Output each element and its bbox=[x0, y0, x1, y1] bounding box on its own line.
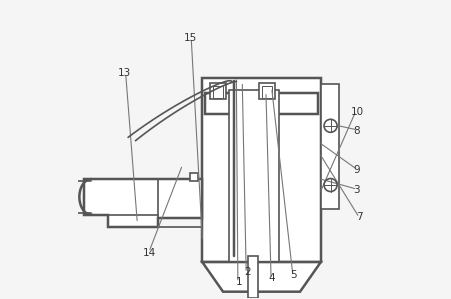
FancyBboxPatch shape bbox=[320, 84, 338, 209]
FancyBboxPatch shape bbox=[205, 93, 317, 114]
FancyBboxPatch shape bbox=[212, 86, 222, 98]
Text: 3: 3 bbox=[353, 185, 359, 195]
FancyBboxPatch shape bbox=[258, 83, 274, 99]
Text: 9: 9 bbox=[353, 165, 359, 175]
Text: 5: 5 bbox=[290, 270, 296, 280]
Text: 1: 1 bbox=[235, 277, 242, 287]
FancyBboxPatch shape bbox=[229, 90, 279, 262]
Polygon shape bbox=[202, 262, 320, 292]
Text: 8: 8 bbox=[353, 126, 359, 136]
FancyBboxPatch shape bbox=[209, 83, 226, 99]
FancyBboxPatch shape bbox=[248, 256, 258, 298]
Text: 15: 15 bbox=[184, 33, 197, 42]
Text: 13: 13 bbox=[118, 68, 131, 78]
FancyBboxPatch shape bbox=[202, 78, 320, 262]
FancyBboxPatch shape bbox=[261, 86, 272, 98]
Polygon shape bbox=[83, 179, 202, 227]
Text: 14: 14 bbox=[142, 248, 155, 257]
Text: 7: 7 bbox=[356, 212, 363, 222]
FancyBboxPatch shape bbox=[190, 173, 198, 181]
Text: 2: 2 bbox=[244, 267, 250, 277]
Text: 4: 4 bbox=[268, 273, 275, 283]
Text: 10: 10 bbox=[350, 106, 363, 117]
